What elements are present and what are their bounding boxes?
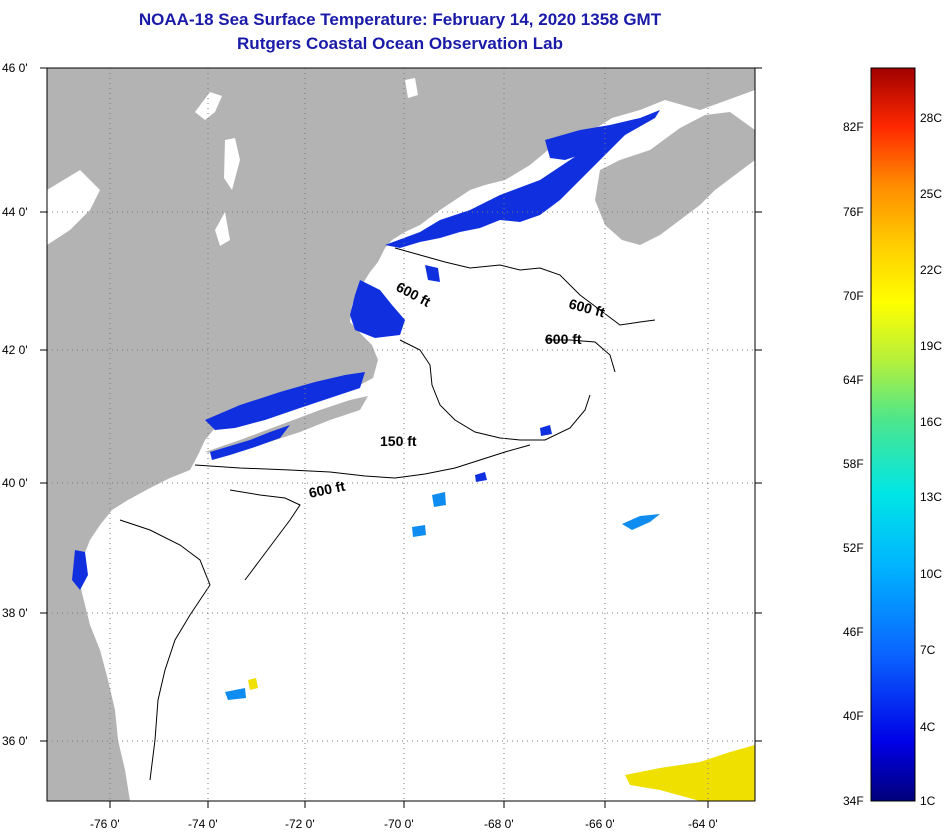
lakes	[47, 78, 418, 246]
graticule	[47, 68, 755, 801]
lat-label: 40 0'	[2, 476, 28, 490]
colorbar-f-label: 82F	[843, 120, 864, 134]
lon-label: -74 0'	[188, 817, 218, 831]
land-long-island	[205, 396, 368, 455]
colorbar-f-label: 76F	[843, 205, 864, 219]
lat-label: 38 0'	[2, 606, 28, 620]
colorbar-c-label: 13C	[920, 490, 942, 504]
colorbar-f-label: 40F	[843, 709, 864, 723]
sst-warm-patches	[248, 678, 755, 801]
colorbar-c-label: 19C	[920, 339, 942, 353]
land-nova-scotia	[595, 112, 755, 245]
map-frame	[46, 67, 756, 802]
colorbar-c-label: 25C	[920, 187, 942, 201]
colorbar-c-label: 16C	[920, 415, 942, 429]
lon-label: -70 0'	[384, 817, 414, 831]
colorbar-c-label: 28C	[920, 111, 942, 125]
lat-label: 46 0'	[2, 61, 28, 75]
lon-label: -66 0'	[585, 817, 615, 831]
colorbar-c-label: 10C	[920, 567, 942, 581]
colorbar-f-label: 70F	[843, 289, 864, 303]
map-subtitle: Rutgers Coastal Ocean Observation Lab	[237, 34, 563, 53]
colorbar	[870, 67, 916, 802]
colorbar-c-label: 4C	[920, 720, 936, 734]
lon-label: -72 0'	[285, 817, 315, 831]
colorbar-f-label: 58F	[843, 457, 864, 471]
colorbar-c-label: 1C	[920, 794, 936, 808]
lat-ticks	[40, 67, 762, 742]
sst-cold-patches	[72, 110, 660, 590]
colorbar-c-label: 22C	[920, 263, 942, 277]
land-us	[47, 68, 755, 801]
colorbar-c-label: 7C	[920, 643, 936, 657]
lat-label: 42 0'	[2, 343, 28, 357]
contour-label: 600 ft	[545, 331, 582, 347]
bathymetry-contours	[119, 247, 656, 781]
map-title: NOAA-18 Sea Surface Temperature: Februar…	[138, 10, 662, 29]
colorbar-f-label: 46F	[843, 625, 864, 639]
contour-label: 600 ft	[307, 478, 346, 501]
sst-cool-patches	[225, 492, 660, 700]
lon-label: -64 0'	[688, 817, 718, 831]
lat-label: 44 0'	[2, 205, 28, 219]
lat-label: 36 0'	[2, 734, 28, 748]
lon-label: -68 0'	[484, 817, 514, 831]
colorbar-f-label: 34F	[843, 794, 864, 808]
colorbar-f-label: 64F	[843, 373, 864, 387]
colorbar-f-label: 52F	[843, 541, 864, 555]
contour-label: 150 ft	[380, 433, 417, 449]
lon-label: -76 0'	[90, 817, 120, 831]
lon-ticks	[109, 801, 709, 808]
